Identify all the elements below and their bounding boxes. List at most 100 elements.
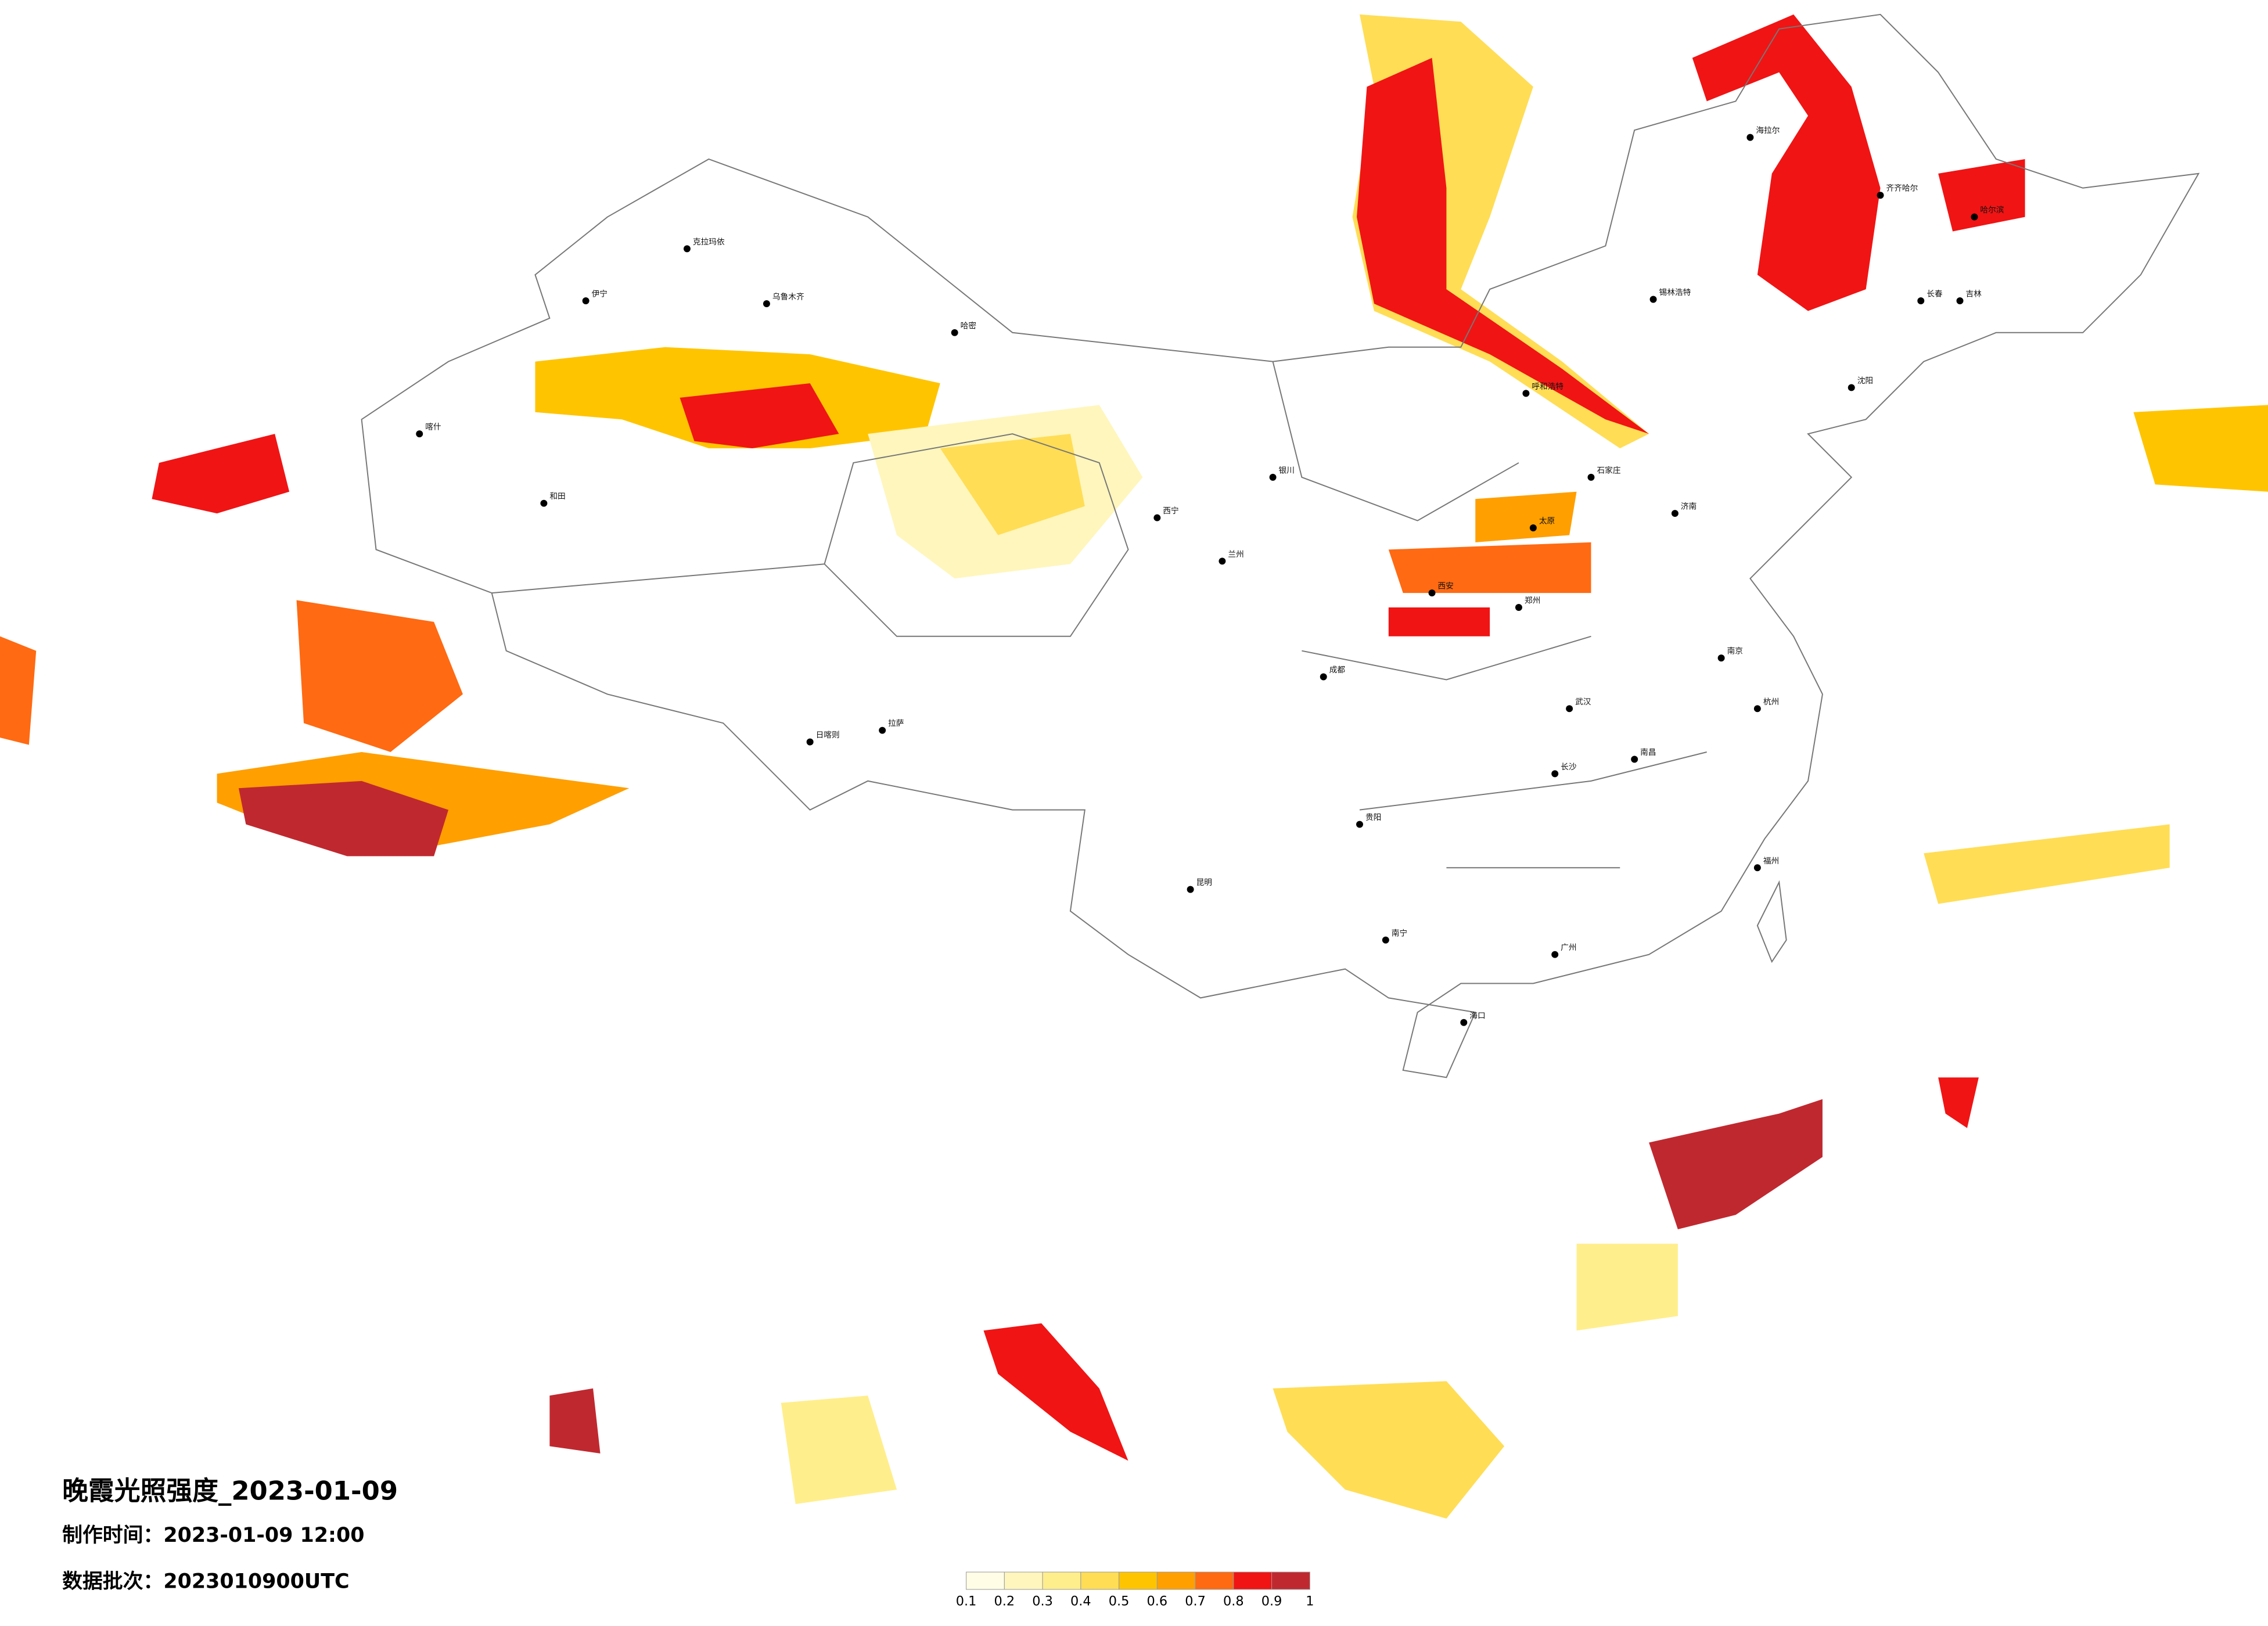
blob xyxy=(1388,607,1490,636)
sunset-field xyxy=(0,14,2268,1519)
blob xyxy=(1692,14,1881,311)
legend-swatch xyxy=(1119,1571,1158,1590)
city-dot xyxy=(1631,756,1638,763)
taiwan-border xyxy=(1756,880,1787,963)
city-label: 长沙 xyxy=(1561,762,1577,772)
blob xyxy=(1924,824,2170,904)
legend-swatch xyxy=(1271,1571,1310,1590)
city-dot xyxy=(1917,297,1925,304)
city-label: 南宁 xyxy=(1392,928,1407,938)
legend-tick-label: 0.9 xyxy=(1261,1593,1282,1609)
title: 晚霞光照强度_2023-01-09 xyxy=(62,1476,398,1506)
city-label: 成都 xyxy=(1329,665,1346,675)
blob xyxy=(152,434,290,514)
legend-swatch xyxy=(1042,1571,1081,1590)
blob xyxy=(1273,1381,1505,1519)
city-label: 日喀则 xyxy=(816,731,840,740)
blob xyxy=(549,1388,601,1454)
blob xyxy=(781,1395,897,1505)
city-label: 拉萨 xyxy=(888,719,904,728)
city-label: 哈密 xyxy=(961,321,977,330)
city-dot xyxy=(763,300,770,307)
legend-tick-label: 0.2 xyxy=(994,1593,1015,1609)
city-label: 杭州 xyxy=(1763,697,1779,707)
city-dot xyxy=(1551,770,1559,778)
city-dot xyxy=(1753,864,1761,872)
city-label: 吉林 xyxy=(1965,290,1982,299)
city-label: 海口 xyxy=(1469,1011,1485,1020)
city-label: 南昌 xyxy=(1640,748,1656,757)
city-dot xyxy=(1746,134,1754,141)
city-dot xyxy=(416,430,423,438)
city-label: 乌鲁木齐 xyxy=(772,293,804,302)
city-dot xyxy=(806,738,814,746)
legend-tick-label: 0.1 xyxy=(956,1593,977,1609)
legend-tick-label: 0.5 xyxy=(1109,1593,1130,1609)
city-label: 济南 xyxy=(1681,502,1696,512)
blob xyxy=(2133,405,2268,492)
city-dot xyxy=(1971,213,1978,221)
city-label: 兰州 xyxy=(1228,550,1243,559)
city-label: 克拉玛依 xyxy=(693,238,725,247)
city-dot xyxy=(1671,510,1678,517)
country-border xyxy=(361,13,2200,1078)
blob xyxy=(1938,159,2025,232)
legend-swatch xyxy=(1233,1571,1273,1590)
legend-tick-label: 0.4 xyxy=(1070,1593,1091,1609)
city-dot xyxy=(1717,654,1725,662)
city-dot xyxy=(1848,384,1855,391)
city-label: 福州 xyxy=(1763,857,1779,866)
city-dot xyxy=(1269,473,1277,481)
info-text: 晚霞光照强度_2023-01-09 制作时间：2023-01-09 12:00 … xyxy=(62,1476,398,1593)
city-dot xyxy=(1382,936,1389,944)
city-dot xyxy=(1187,886,1194,893)
city-dot xyxy=(1566,705,1573,713)
blob xyxy=(1388,542,1591,593)
legend-swatch xyxy=(966,1571,1005,1590)
city-dot xyxy=(582,297,590,304)
blob xyxy=(1576,1243,1678,1331)
city-label: 太原 xyxy=(1539,517,1555,526)
legend-swatch xyxy=(1156,1571,1196,1590)
city-dot xyxy=(540,499,548,507)
city-dot xyxy=(1753,705,1761,713)
legend-tick-label: 0.6 xyxy=(1147,1593,1168,1609)
city-label: 和田 xyxy=(549,492,565,501)
borders xyxy=(361,13,2200,1078)
city-dot xyxy=(1460,1019,1468,1026)
legend-tick-label: 0.3 xyxy=(1032,1593,1053,1609)
city-dot xyxy=(1551,951,1559,958)
city-dot xyxy=(1877,192,1884,199)
city-dot xyxy=(1587,473,1595,481)
city-label: 南京 xyxy=(1727,647,1743,656)
city-dot xyxy=(1515,604,1522,611)
city-label: 石家庄 xyxy=(1597,465,1620,475)
blob xyxy=(1475,491,1577,542)
batch: 数据批次：2023010900UTC xyxy=(62,1570,350,1593)
city-label: 贵阳 xyxy=(1365,813,1381,822)
legend-swatch xyxy=(1004,1571,1043,1590)
city-dot xyxy=(1956,297,1964,304)
legend-swatch xyxy=(1195,1571,1234,1590)
city-dot xyxy=(1649,296,1657,303)
city-label: 广州 xyxy=(1561,943,1576,952)
legend-tick-label: 1 xyxy=(1306,1593,1314,1609)
city-dot xyxy=(1356,821,1363,828)
blob xyxy=(238,780,449,857)
blob xyxy=(1649,1099,1823,1229)
city-label: 齐齐哈尔 xyxy=(1886,184,1918,193)
blob xyxy=(296,600,463,753)
city-dot xyxy=(879,726,886,734)
city-dot xyxy=(1153,514,1161,521)
legend-tick-label: 0.7 xyxy=(1185,1593,1206,1609)
city-label: 郑州 xyxy=(1525,596,1540,606)
blob xyxy=(0,636,37,745)
city-label: 哈尔滨 xyxy=(1980,206,2004,215)
city-label: 呼和浩特 xyxy=(1532,382,1563,391)
city-dot xyxy=(1522,390,1530,397)
city-label: 海拉尔 xyxy=(1756,126,1780,135)
city-dot xyxy=(1529,524,1537,531)
legend: 0.1 0.2 0.3 0.4 0.5 0.6 0.7 0.8 0.9 1 xyxy=(956,1571,1314,1609)
